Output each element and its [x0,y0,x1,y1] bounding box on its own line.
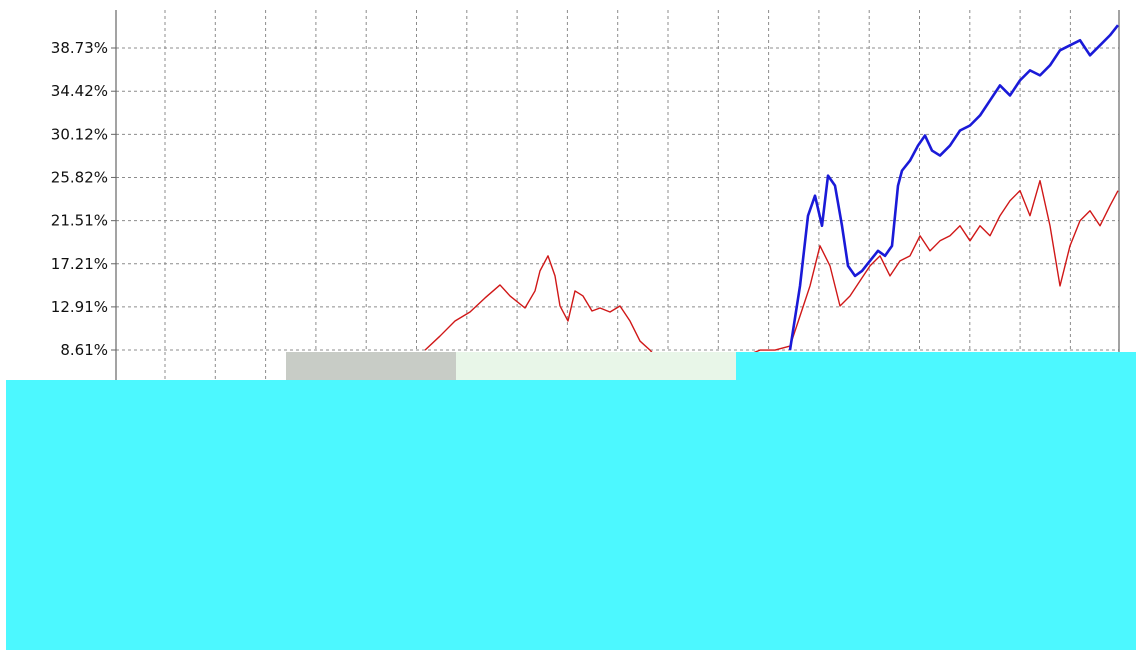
y-axis-ticks: 38.73% 34.42% 30.12% 25.82% 21.51% 17.21% 12.9… [51,39,116,359]
y-tick-label: 38.73% [51,39,108,57]
y-tick-label: 25.82% [51,168,108,186]
occluding-strip-light [456,352,736,380]
y-tick-label: 8.61% [60,341,108,359]
series-lines [424,24,1120,382]
y-tick-label: 34.42% [51,82,108,100]
occluding-strip-gray [286,352,456,380]
series-line-blue [788,24,1120,351]
y-tick-label: 12.91% [51,298,108,316]
occluding-strip-cyan [736,352,1136,380]
series-line-red [424,179,1119,382]
y-tick-label: 21.51% [51,212,108,230]
cyan-occlusion-block [6,380,1136,650]
y-tick-label: 17.21% [51,255,108,273]
y-tick-label: 30.12% [51,125,108,143]
